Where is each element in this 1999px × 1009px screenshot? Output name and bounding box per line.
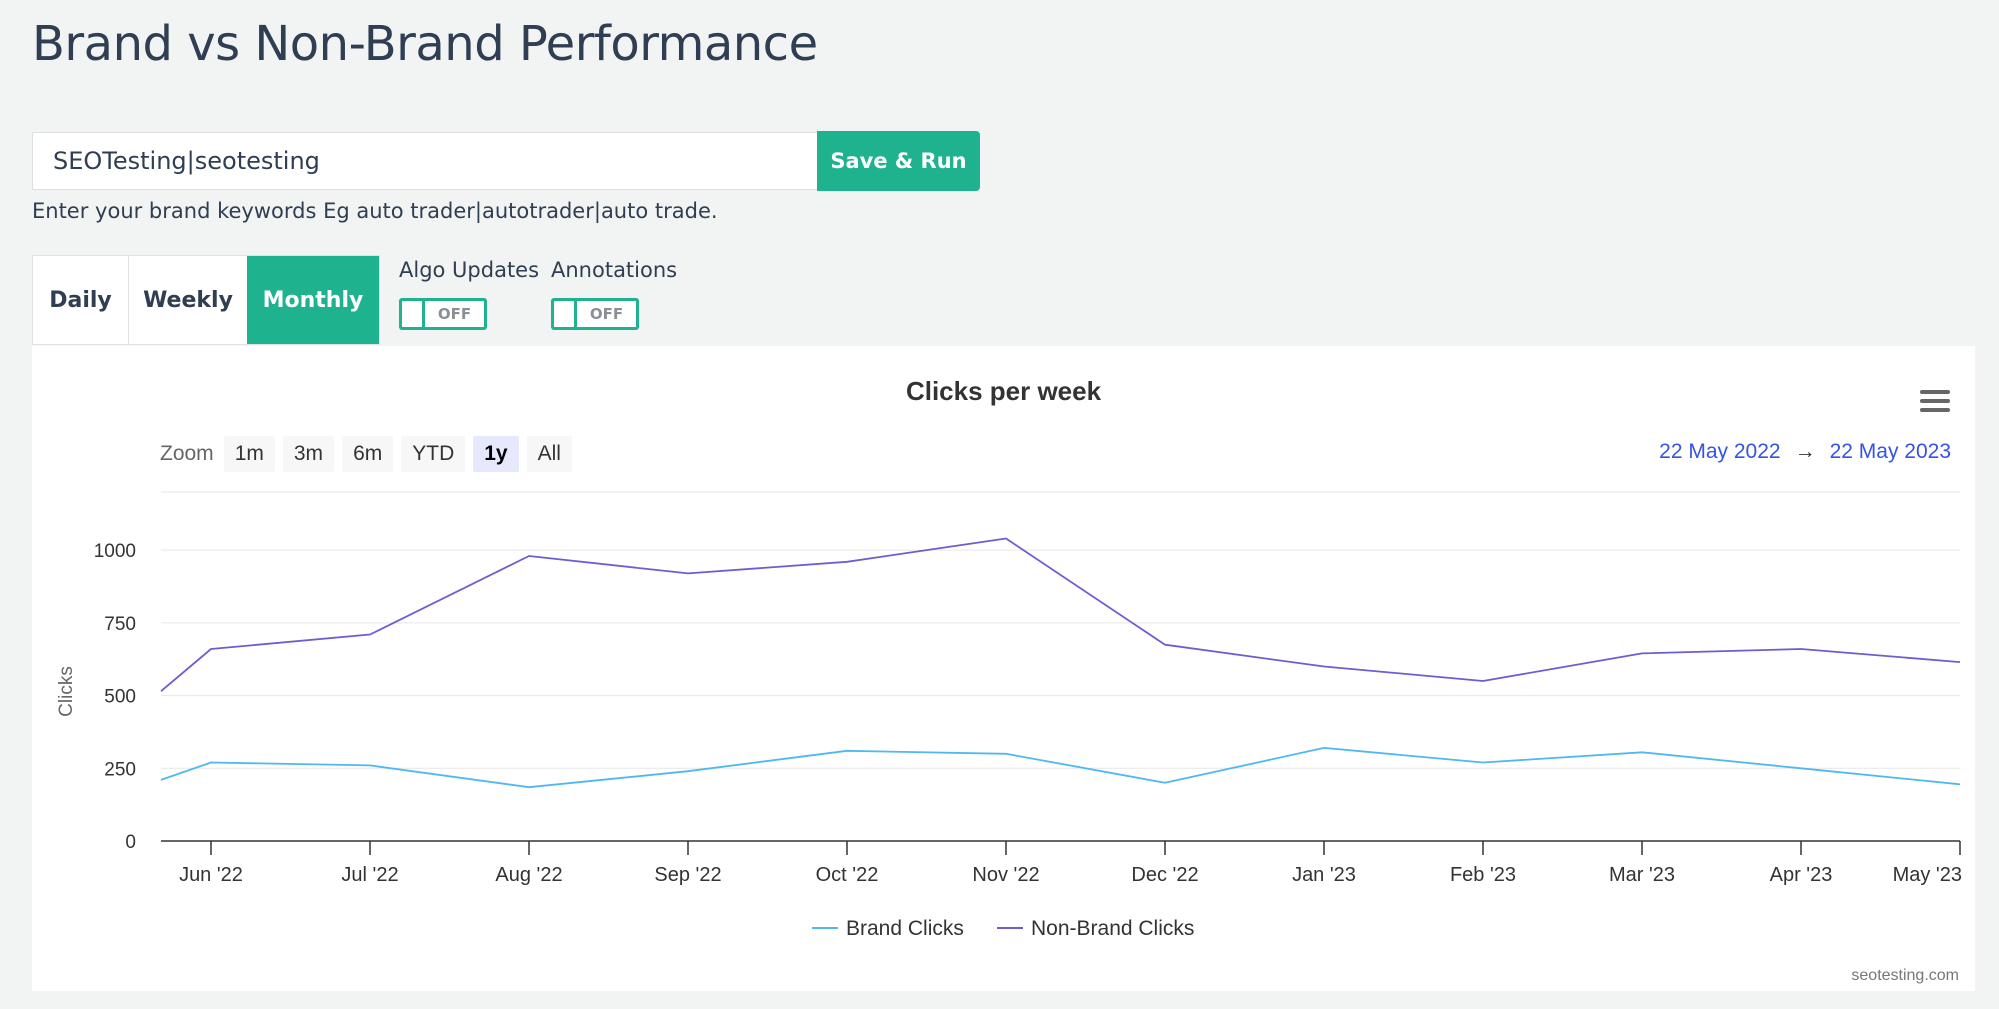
- zoom-6m-button[interactable]: 6m: [342, 436, 394, 472]
- annotations-label: Annotations: [551, 258, 678, 282]
- annotations-toggle[interactable]: OFF: [551, 298, 639, 330]
- toggle-state: OFF: [589, 305, 624, 323]
- x-tick-label: Nov '22: [972, 864, 1039, 886]
- range-from[interactable]: 22 May 2022: [1659, 440, 1781, 463]
- y-tick-label: 750: [104, 614, 136, 635]
- x-tick-label: Aug '22: [495, 864, 562, 886]
- annotations-group: Annotations OFF: [551, 258, 677, 330]
- period-selector: Daily Weekly Monthly: [32, 255, 380, 345]
- toggle-knob: [554, 301, 577, 327]
- zoom-label: Zoom: [160, 442, 214, 465]
- save-run-button[interactable]: Save & Run: [817, 131, 980, 191]
- toggle-knob: [402, 301, 425, 327]
- chart-plot: 0 250 500 750 1000 Jun '22 Jul '22 Aug '22 Sep '…: [56, 491, 1962, 940]
- y-tick-label: 0: [125, 832, 136, 853]
- x-tick-label: Jul '22: [341, 864, 398, 886]
- y-tick-label: 250: [104, 759, 136, 780]
- hamburger-menu-icon[interactable]: [1920, 390, 1950, 416]
- chart-title: Clicks per week: [905, 376, 1102, 406]
- y-tick-label: 500: [104, 687, 136, 708]
- x-tick-label: Feb '23: [1450, 864, 1516, 886]
- x-tick-label: Mar '23: [1609, 864, 1675, 886]
- period-weekly-button[interactable]: Weekly: [143, 287, 233, 313]
- page-title: Brand vs Non-Brand Performance: [32, 16, 818, 72]
- period-monthly-button[interactable]: Monthly: [247, 256, 379, 344]
- legend-item: Non-Brand Clicks: [1031, 917, 1194, 940]
- series-line-brand-clicks: [160, 746, 1961, 789]
- toggle-state: OFF: [437, 305, 472, 323]
- period-daily-button[interactable]: Daily: [33, 256, 129, 344]
- legend-item: Brand Clicks: [846, 917, 964, 940]
- brand-keywords-input[interactable]: [32, 132, 817, 190]
- date-range: 22 May 2022 → 22 May 2023: [1659, 440, 1951, 464]
- x-tick-label: Oct '22: [816, 864, 879, 886]
- zoom-3m-button[interactable]: 3m: [282, 436, 335, 472]
- range-to[interactable]: 22 May 2023: [1829, 440, 1951, 463]
- zoom-1y-button[interactable]: 1y: [473, 436, 519, 472]
- y-tick-label: 1000: [94, 541, 136, 562]
- algo-updates-group: Algo Updates OFF: [399, 258, 539, 330]
- chart-credit: seotesting.com: [1851, 967, 1959, 984]
- x-tick-label: Dec '22: [1131, 864, 1198, 886]
- chart-card: Clicks per week Zoom 1m 3m 6m YTD 1y All…: [32, 346, 1975, 991]
- x-tick-label: Apr '23: [1770, 864, 1833, 886]
- x-tick-label: Jan '23: [1292, 864, 1356, 886]
- series-line-non-brand-clicks: [160, 537, 1961, 692]
- zoom-controls: Zoom 1m 3m 6m YTD 1y All: [160, 436, 580, 472]
- keyword-form: Save & Run: [32, 131, 980, 192]
- zoom-ytd-button[interactable]: YTD: [401, 436, 466, 472]
- x-tick-label: Sep '22: [654, 864, 721, 886]
- algo-updates-label: Algo Updates: [399, 258, 540, 282]
- algo-updates-toggle[interactable]: OFF: [399, 298, 487, 330]
- range-arrow: →: [1794, 440, 1816, 463]
- x-tick-label: May '23: [1893, 864, 1962, 886]
- zoom-1m-button[interactable]: 1m: [223, 436, 275, 472]
- y-axis-title: Clicks: [56, 666, 77, 717]
- keywords-helper-text: Enter your brand keywords Eg auto trader…: [32, 199, 718, 223]
- zoom-all-button[interactable]: All: [526, 436, 572, 472]
- x-tick-label: Jun '22: [179, 864, 243, 886]
